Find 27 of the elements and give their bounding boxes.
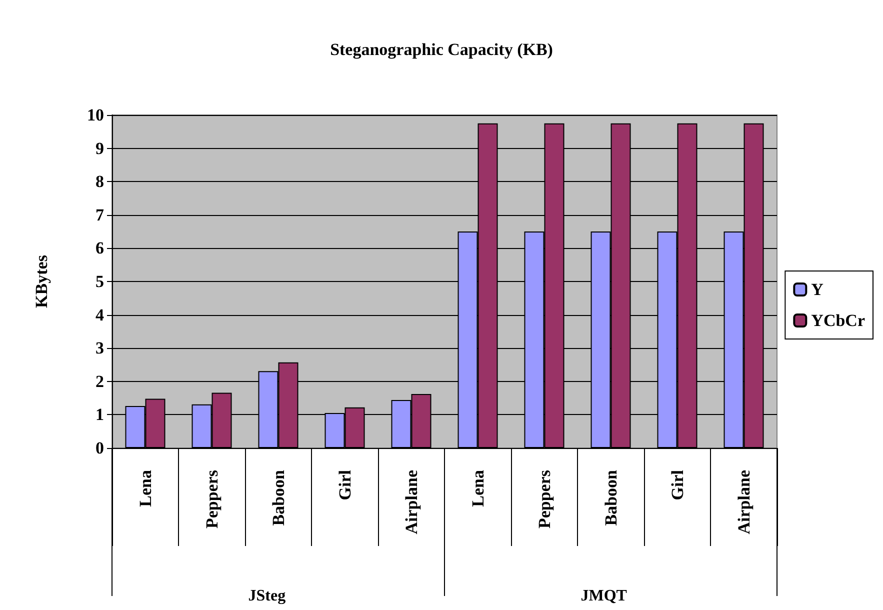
x-tick-label: Peppers <box>202 470 222 529</box>
y-tick-label: 7 <box>96 205 104 224</box>
y-tick-label: 6 <box>96 238 104 258</box>
y-tick-label: 4 <box>96 305 104 324</box>
x-tick-label: Girl <box>668 470 687 500</box>
y-tick-label: 10 <box>87 106 104 124</box>
x-tick-label: Lena <box>468 470 488 507</box>
x-tick-label: Airplane <box>734 470 754 534</box>
x-tick-label: Girl <box>335 470 354 500</box>
x-tick-label: Lena <box>136 470 155 507</box>
y-tick-label: 1 <box>96 405 104 424</box>
y-axis-title: KBytes <box>32 254 51 308</box>
x-tick-label: Baboon <box>601 469 620 526</box>
y-tick-label: 5 <box>96 272 104 291</box>
y-tick-label: 2 <box>96 372 104 391</box>
legend-label: YCbCr <box>811 311 866 330</box>
legend-label: Y <box>811 280 824 299</box>
y-tick-label: 8 <box>96 172 104 192</box>
y-tick-label: 0 <box>96 438 104 458</box>
chart-title: Steganographic Capacity (KB) <box>330 40 553 59</box>
y-tick-label: 3 <box>96 338 104 358</box>
text: JSteg <box>248 588 286 604</box>
text: JMQT <box>580 588 628 604</box>
x-tick-label: Peppers <box>534 470 554 529</box>
x-tick-label: Baboon <box>268 469 288 526</box>
x-tick-label: Airplane <box>402 470 421 534</box>
y-tick-label: 9 <box>96 138 104 158</box>
